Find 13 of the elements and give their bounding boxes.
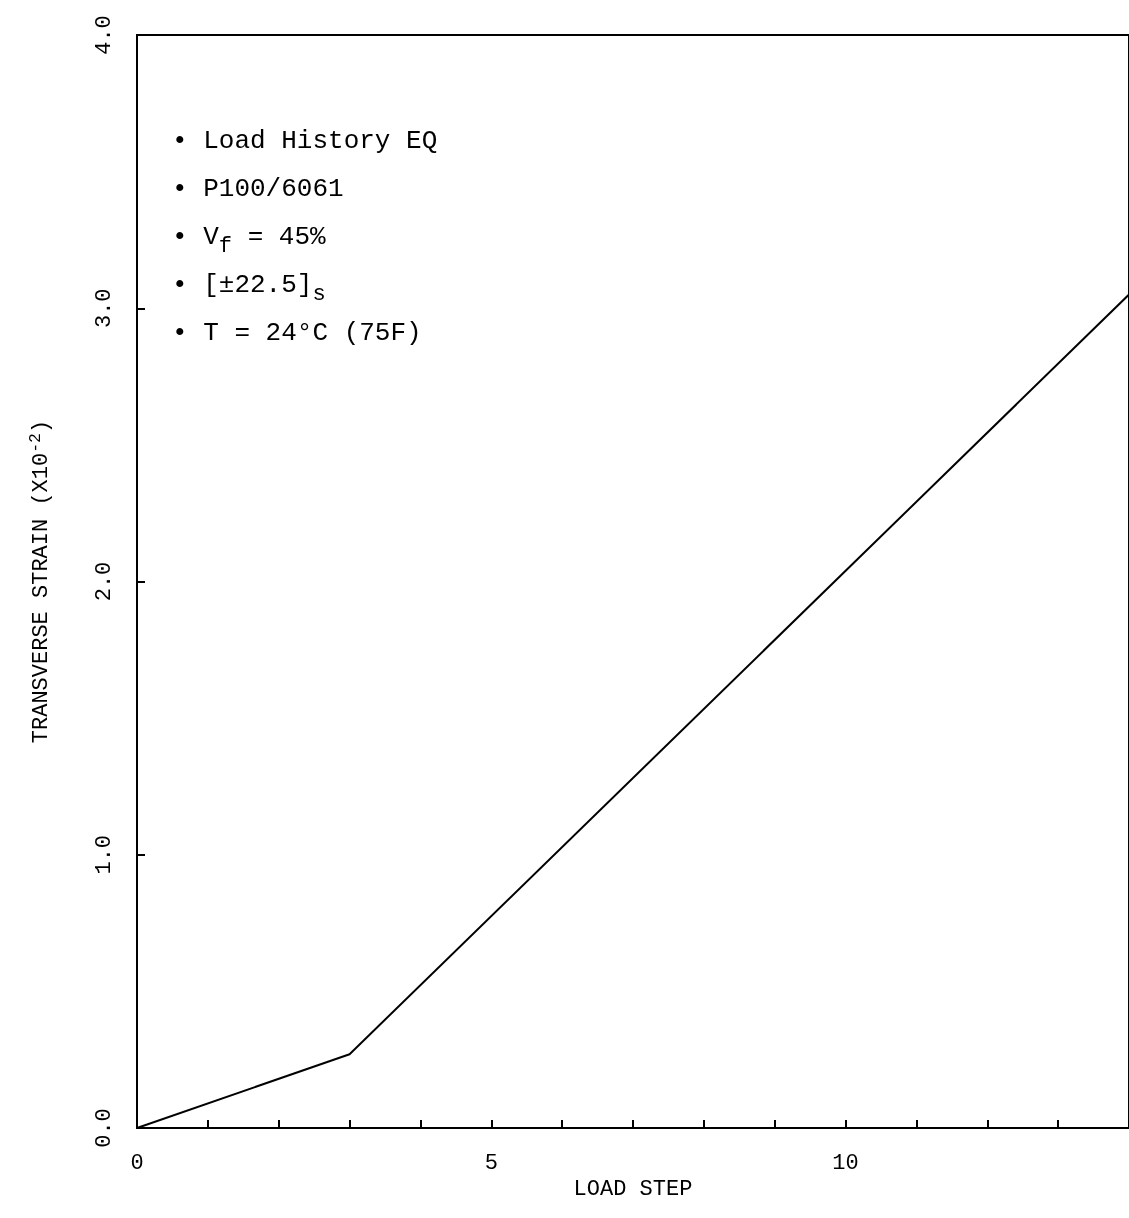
- y-tick-label: 3.0: [91, 288, 117, 329]
- y-tick-label: 1.0: [91, 834, 117, 875]
- annotation: • Load History EQ: [172, 126, 438, 156]
- x-axis-title: LOAD STEP: [573, 1177, 693, 1203]
- x-tick-label: 0: [130, 1150, 144, 1176]
- annotation: • T = 24°C (75F): [172, 318, 422, 348]
- y-tick-label: 4.0: [91, 15, 117, 55]
- y-tick-label: 0.0: [91, 1108, 117, 1148]
- y-tick-label: 2.0: [91, 561, 117, 602]
- annotation: • P100/6061: [172, 174, 344, 204]
- x-tick-label: 5: [484, 1150, 498, 1176]
- x-tick-label: 10: [832, 1150, 859, 1176]
- y-axis-title: TRANSVERSE STRAIN (X10-2): [25, 419, 55, 744]
